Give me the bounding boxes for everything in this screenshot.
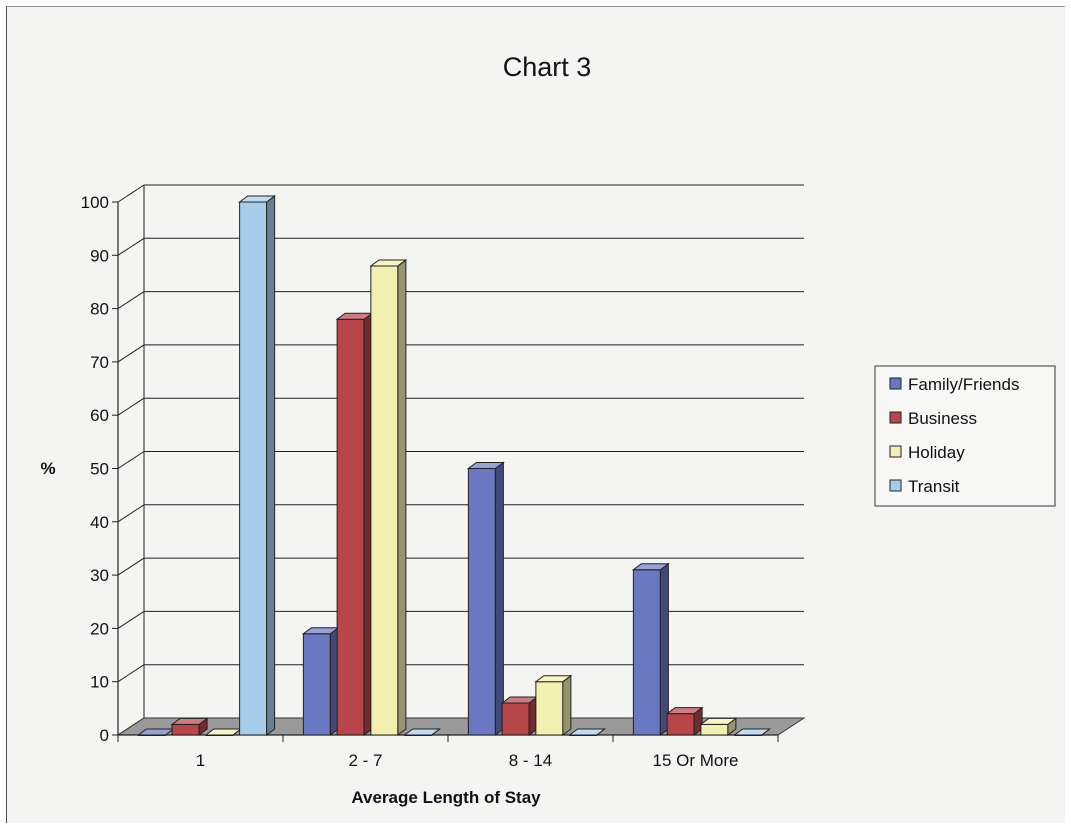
gridline-side (117, 397, 145, 416)
bar-front (171, 723, 200, 736)
gridline-side (117, 291, 145, 310)
y-tick-label: 90 (90, 246, 109, 265)
y-axis-title: % (40, 459, 55, 478)
y-tick-label: 70 (90, 353, 109, 372)
bar-side (266, 195, 276, 736)
bar-front (501, 702, 530, 736)
legend-item: Transit (889, 477, 960, 496)
gridline-side (117, 451, 145, 469)
y-tick-label: 20 (90, 619, 109, 638)
bar-top (665, 707, 704, 715)
bar (238, 195, 277, 736)
bar-side (397, 258, 407, 736)
legend-label: Family/Friends (908, 375, 1019, 394)
bar (335, 312, 374, 736)
series-transit (238, 195, 772, 736)
gridline-side (117, 237, 145, 256)
bar (699, 717, 738, 736)
gridline-side (117, 610, 145, 629)
legend-swatch (889, 377, 902, 390)
x-tick-label: 8 - 14 (509, 751, 552, 770)
bar-front (302, 633, 331, 736)
bar (466, 461, 505, 736)
bar-front (700, 723, 729, 736)
bar-top (568, 728, 607, 736)
bar-front (632, 569, 661, 736)
chart-title: Chart 3 (503, 52, 592, 82)
series-family-friends (136, 461, 670, 736)
bar-top (733, 728, 772, 736)
x-tick-label: 15 Or More (653, 751, 739, 770)
legend: Family/Friends Business Holiday Transit (874, 365, 1056, 507)
legend-swatch (889, 411, 902, 424)
bar-top (403, 728, 442, 736)
legend-box (874, 365, 1056, 507)
y-tick-label: 100 (81, 193, 109, 212)
gridline-side (117, 504, 145, 523)
bar-top (631, 563, 670, 571)
x-tick-label: 1 (196, 751, 205, 770)
y-tick-label: 50 (90, 460, 109, 479)
bar-front (239, 201, 268, 736)
legend-label: Business (908, 409, 977, 428)
bars (136, 195, 772, 736)
legend-item: Family/Friends (889, 375, 1019, 394)
bar (500, 696, 539, 736)
y-tick-label: 0 (100, 726, 109, 745)
y-tick-label: 40 (90, 513, 109, 532)
legend-swatch (889, 445, 902, 458)
bar (403, 728, 442, 736)
bar-top (534, 675, 573, 683)
bar (631, 562, 670, 736)
bar-top (369, 259, 408, 267)
bar-side (562, 674, 572, 736)
y-tick-label: 30 (90, 566, 109, 585)
y-tick-label: 10 (90, 673, 109, 692)
bar-front (467, 468, 496, 736)
series-holiday (204, 258, 738, 736)
legend-item: Holiday (889, 443, 965, 462)
legend-label: Transit (908, 477, 960, 496)
bar (170, 717, 209, 736)
bar-side (494, 461, 504, 736)
bar (665, 706, 704, 736)
bar (369, 258, 408, 736)
bar-front (336, 318, 365, 736)
bar-top (466, 462, 505, 469)
bar-top (699, 717, 738, 725)
gridlines (117, 184, 804, 736)
gridline-side (117, 557, 145, 576)
bar-top (238, 195, 277, 203)
legend-item: Business (889, 409, 977, 428)
bar (301, 626, 340, 736)
y-tick-label: 80 (90, 300, 109, 319)
axes (112, 185, 806, 742)
y-tick-label: 60 (90, 406, 109, 425)
bar (534, 674, 573, 736)
gridline-side (117, 344, 145, 363)
gridline-side (117, 664, 145, 683)
series-business (170, 312, 704, 736)
legend-swatch (889, 479, 902, 492)
bar (204, 728, 243, 736)
axis-labels: 0 10 20 30 40 50 60 70 80 90 100 1 2 - 7 8 - 14 15 Or … (81, 193, 739, 770)
bar (568, 728, 607, 736)
x-tick-label: 2 - 7 (348, 751, 382, 770)
x-axis-title: Average Length of Stay (351, 788, 541, 807)
bar-top (170, 717, 209, 725)
bar-front (535, 681, 564, 736)
bar-front (666, 713, 695, 736)
bar (733, 728, 772, 736)
bar-side (659, 562, 669, 736)
legend-label: Holiday (908, 443, 965, 462)
gridline-side (117, 184, 145, 203)
bar-front (370, 265, 399, 736)
